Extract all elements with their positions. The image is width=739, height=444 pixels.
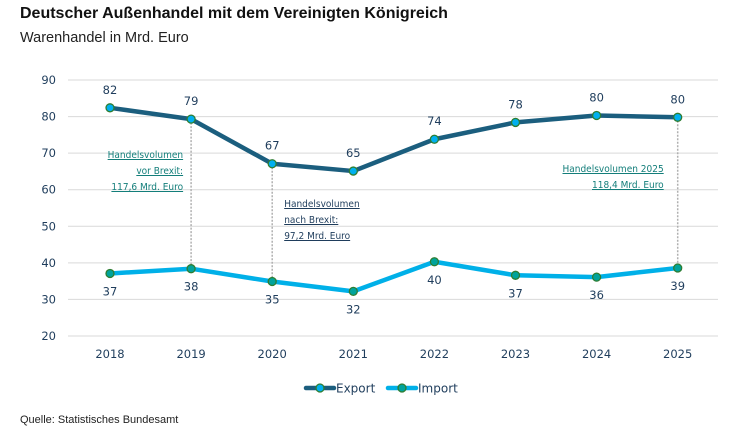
export-marker — [348, 166, 358, 176]
import-data-label: 38 — [184, 280, 199, 294]
legend: Export Import — [303, 382, 458, 396]
export-data-label: 80 — [589, 90, 604, 104]
import-data-label: 37 — [103, 284, 118, 298]
import-line — [107, 259, 680, 294]
y-tick-label: 80 — [41, 110, 56, 124]
export-data-label: 82 — [103, 83, 118, 97]
source-note: Quelle: Statistisches Bundesamt — [20, 414, 179, 426]
export-data-label: 65 — [346, 146, 361, 160]
export-marker — [591, 110, 602, 121]
x-tick-label: 2023 — [501, 347, 530, 361]
series-markers — [105, 103, 683, 297]
series-lines — [107, 105, 680, 294]
export-data-label: 74 — [427, 114, 442, 128]
export-marker — [673, 112, 683, 122]
y-tick-label: 60 — [41, 183, 56, 197]
y-tick-label: 90 — [41, 73, 56, 87]
x-tick-label: 2025 — [663, 347, 692, 361]
import-marker — [591, 272, 602, 282]
data-labels: 82 79 67 65 74 78 80 80 37 38 35 32 40 37 36 39 — [103, 83, 685, 317]
annotation-text: 97,2 Mrd. Euro — [284, 231, 350, 242]
legend-label-import: Import — [418, 382, 458, 396]
y-tick-label: 50 — [41, 219, 56, 233]
x-tick-label: 2024 — [582, 347, 611, 361]
annotation-text: 117,6 Mrd. Euro — [111, 182, 183, 193]
export-marker — [429, 134, 440, 144]
export-marker — [105, 103, 115, 113]
x-tick-label: 2021 — [339, 347, 368, 361]
import-data-label: 36 — [589, 288, 604, 302]
annotation-guides — [190, 117, 679, 282]
annotation-text: 118,4 Mrd. Euro — [592, 180, 664, 191]
annotation-text: Handelsvolumen — [284, 199, 359, 210]
y-tick-label: 20 — [41, 329, 56, 343]
x-tick-label: 2022 — [420, 347, 449, 361]
import-marker — [673, 263, 683, 273]
export-marker — [267, 159, 277, 169]
import-data-label: 35 — [265, 293, 280, 307]
export-line — [107, 105, 680, 174]
import-data-label: 39 — [670, 279, 685, 293]
import-marker — [348, 286, 358, 297]
annotation-text: Handelsvolumen — [108, 150, 183, 161]
y-axis-ticks: 20 30 40 50 60 70 80 90 — [41, 73, 56, 343]
import-marker — [105, 268, 115, 279]
annotation-text: Handelsvolumen 2025 — [562, 164, 663, 175]
chart-title: Deutscher Außenhandel mit dem Vereinigte… — [20, 5, 448, 22]
grid-lines — [68, 79, 718, 337]
import-data-label: 40 — [427, 273, 442, 287]
annotation-text: vor Brexit: — [136, 166, 183, 177]
export-marker — [186, 114, 196, 124]
import-marker — [510, 270, 521, 280]
x-tick-label: 2020 — [258, 347, 287, 361]
legend-label-export: Export — [336, 382, 376, 396]
chart-subtitle: Warenhandel in Mrd. Euro — [20, 30, 189, 46]
x-tick-label: 2019 — [176, 347, 205, 361]
import-data-label: 37 — [508, 286, 523, 300]
import-marker — [186, 264, 196, 274]
x-tick-label: 2018 — [95, 347, 124, 361]
export-data-label: 80 — [670, 92, 685, 106]
import-data-label: 32 — [346, 302, 361, 316]
legend-marker-export — [315, 383, 325, 393]
import-marker — [267, 276, 277, 287]
export-data-label: 67 — [265, 139, 280, 153]
import-marker — [429, 257, 440, 267]
export-marker — [510, 117, 521, 128]
annotation-text: nach Brexit: — [284, 215, 338, 226]
y-tick-label: 70 — [41, 146, 56, 160]
annotations: Handelsvolumen vor Brexit: 117,6 Mrd. Euro… — [108, 150, 665, 242]
y-tick-label: 30 — [41, 292, 56, 306]
export-data-label: 78 — [508, 97, 523, 111]
legend-marker-import — [397, 383, 407, 393]
export-data-label: 79 — [184, 94, 199, 108]
x-axis-ticks: 2018 2019 2020 2021 2022 2023 2024 2025 — [95, 347, 692, 361]
y-tick-label: 40 — [41, 256, 56, 270]
